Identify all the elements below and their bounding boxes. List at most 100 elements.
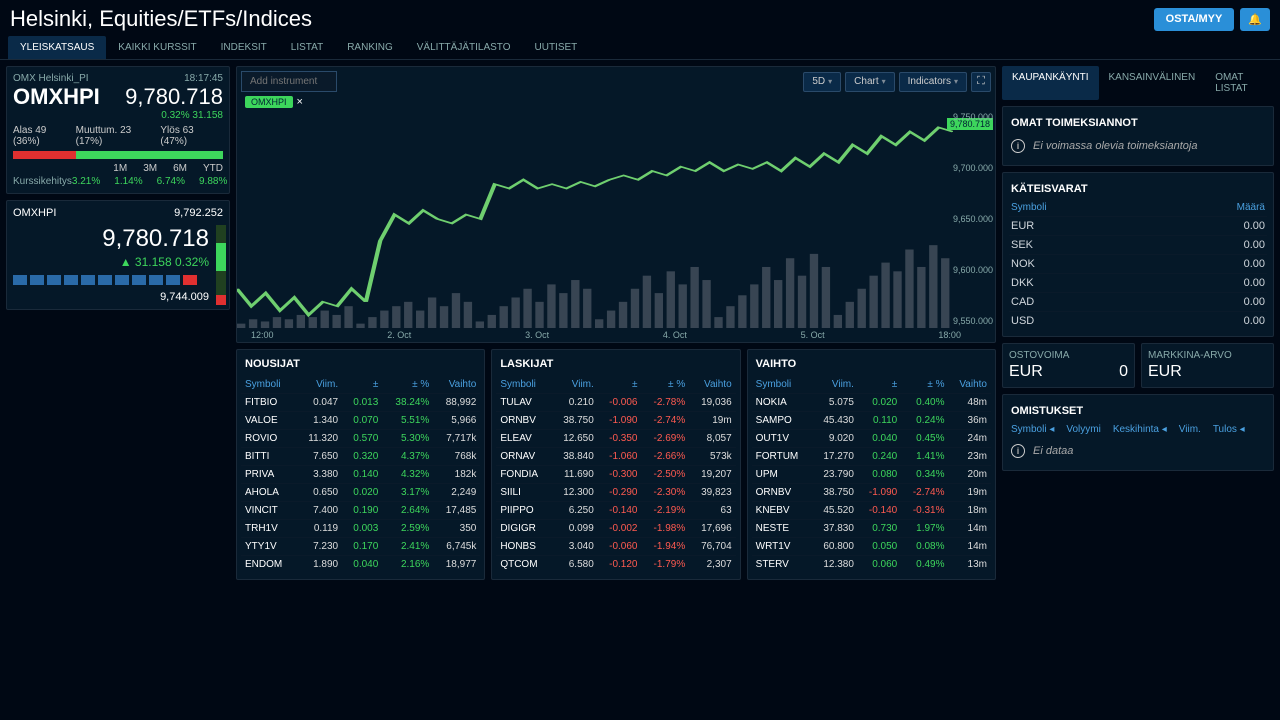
- col-header[interactable]: Vaihto: [433, 376, 480, 394]
- cash-row: EUR0.00: [1009, 216, 1267, 235]
- losers-table: SymboliViim.±± %VaihtoTULAV0.210-0.006-2…: [496, 376, 735, 573]
- table-row[interactable]: DIGIGR0.099-0.002-1.98%17,696: [496, 520, 735, 538]
- tab-ranking[interactable]: RANKING: [335, 36, 405, 59]
- holdings-col[interactable]: Symboli ◂: [1011, 424, 1054, 435]
- orders-empty: Ei voimassa olevia toimeksiantoja: [1033, 140, 1197, 152]
- add-instrument-input[interactable]: [241, 71, 337, 92]
- col-header[interactable]: ±: [858, 376, 901, 394]
- buying-power-ccy: EUR: [1009, 363, 1043, 381]
- period-3M[interactable]: 3M: [143, 163, 157, 174]
- table-row[interactable]: ORNBV38.750-1.090-2.74%19m: [496, 412, 735, 430]
- page-title: Helsinki, Equities/ETFs/Indices: [10, 6, 312, 32]
- table-row[interactable]: FITBIO0.0470.01338.24%88,992: [241, 394, 480, 412]
- table-row[interactable]: TRH1V0.1190.0032.59%350: [241, 520, 480, 538]
- col-header[interactable]: ±: [598, 376, 642, 394]
- table-row[interactable]: FORTUM17.2700.2401.41%23m: [752, 448, 991, 466]
- instrument-chip[interactable]: OMXHPI: [245, 96, 293, 108]
- table-row[interactable]: KNEBV45.520-0.140-0.31%18m: [752, 502, 991, 520]
- table-row[interactable]: ELEAV12.650-0.350-2.69%8,057: [496, 430, 735, 448]
- table-row[interactable]: PIIPPO6.250-0.140-2.19%63: [496, 502, 735, 520]
- top-bar: Helsinki, Equities/ETFs/Indices OSTA/MYY…: [0, 0, 1280, 36]
- table-row[interactable]: VALOE1.3400.0705.51%5,966: [241, 412, 480, 430]
- table-row[interactable]: YTY1V7.2300.1702.41%6,745k: [241, 538, 480, 556]
- cash-title: KÄTEISVARAT: [1009, 179, 1267, 199]
- index-subtitle: OMX Helsinki_PI: [13, 73, 89, 84]
- holdings-empty: Ei dataa: [1033, 445, 1073, 457]
- col-header[interactable]: ± %: [382, 376, 433, 394]
- col-header[interactable]: Vaihto: [689, 376, 735, 394]
- holdings-col[interactable]: Volyymi: [1066, 424, 1100, 435]
- table-row[interactable]: AHOLA0.6500.0203.17%2,249: [241, 484, 480, 502]
- volume-table: SymboliViim.±± %VaihtoNOKIA5.0750.0200.4…: [752, 376, 991, 573]
- col-header[interactable]: Viim.: [296, 376, 342, 394]
- tab-indeksit[interactable]: INDEKSIT: [209, 36, 279, 59]
- buy-sell-button[interactable]: OSTA/MYY: [1154, 8, 1235, 31]
- table-row[interactable]: STERV12.3800.0600.49%13m: [752, 556, 991, 574]
- tab-välittäjätilasto[interactable]: VÄLITTÄJÄTILASTO: [405, 36, 523, 59]
- gainers-panel: NOUSIJAT SymboliViim.±± %VaihtoFITBIO0.0…: [236, 349, 485, 580]
- col-header[interactable]: Symboli: [241, 376, 296, 394]
- advance-decline-bar: [13, 151, 223, 159]
- range-symbol: OMXHPI: [13, 207, 56, 219]
- chart-area[interactable]: 9,780.718 9,750.0009,700.0009,650.0009,6…: [237, 110, 995, 328]
- range-change: ▲ 31.158 0.32%: [13, 255, 223, 269]
- table-row[interactable]: TULAV0.210-0.006-2.78%19,036: [496, 394, 735, 412]
- tab-uutiset[interactable]: UUTISET: [523, 36, 590, 59]
- table-row[interactable]: VINCIT7.4000.1902.64%17,485: [241, 502, 480, 520]
- performance-label: Kurssikehitys: [13, 176, 72, 187]
- indicators-selector[interactable]: Indicators▾: [899, 72, 967, 92]
- col-header[interactable]: Viim.: [812, 376, 858, 394]
- col-header[interactable]: ± %: [642, 376, 690, 394]
- table-row[interactable]: SAMPO45.4300.1100.24%36m: [752, 412, 991, 430]
- table-row[interactable]: QTCOM6.580-0.120-1.79%2,307: [496, 556, 735, 574]
- buying-power-value: 0: [1119, 363, 1128, 381]
- table-row[interactable]: UPM23.7900.0800.34%20m: [752, 466, 991, 484]
- range-bar-current: [216, 243, 226, 271]
- range-bar-low: [216, 295, 226, 305]
- table-row[interactable]: SIILI12.300-0.290-2.30%39,823: [496, 484, 735, 502]
- tab-listat[interactable]: LISTAT: [279, 36, 335, 59]
- table-row[interactable]: HONBS3.040-0.060-1.94%76,704: [496, 538, 735, 556]
- col-header[interactable]: ±: [342, 376, 382, 394]
- cash-row: NOK0.00: [1009, 254, 1267, 273]
- col-header[interactable]: Symboli: [496, 376, 551, 394]
- table-row[interactable]: ORNAV38.840-1.060-2.66%573k: [496, 448, 735, 466]
- right-tab-1[interactable]: KANSAINVÄLINEN: [1099, 66, 1206, 100]
- right-tab-2[interactable]: OMAT LISTAT: [1205, 66, 1274, 100]
- col-header[interactable]: Vaihto: [949, 376, 991, 394]
- period-6M[interactable]: 6M: [173, 163, 187, 174]
- period-YTD[interactable]: YTD: [203, 163, 223, 174]
- cash-row: CAD0.00: [1009, 292, 1267, 311]
- holdings-col[interactable]: Keskihinta ◂: [1113, 424, 1167, 435]
- cash-col-symbol[interactable]: Symboli: [1011, 202, 1047, 213]
- table-row[interactable]: ORNBV38.750-1.090-2.74%19m: [752, 484, 991, 502]
- table-row[interactable]: BITTI7.6500.3204.37%768k: [241, 448, 480, 466]
- table-row[interactable]: FONDIA11.690-0.300-2.50%19,207: [496, 466, 735, 484]
- cash-panel: KÄTEISVARAT Symboli Määrä EUR0.00SEK0.00…: [1002, 172, 1274, 337]
- table-row[interactable]: WRT1V60.8000.0500.08%14m: [752, 538, 991, 556]
- right-tab-0[interactable]: KAUPANKÄYNTI: [1002, 66, 1099, 100]
- main-tabs: YLEISKATSAUSKAIKKI KURSSITINDEKSITLISTAT…: [0, 36, 1280, 60]
- notifications-button[interactable]: 🔔: [1240, 8, 1270, 31]
- col-header[interactable]: Symboli: [752, 376, 812, 394]
- remove-chip-icon[interactable]: ×: [297, 96, 303, 108]
- table-row[interactable]: PRIVA3.3800.1404.32%182k: [241, 466, 480, 484]
- range-selector[interactable]: 5D▾: [803, 72, 841, 92]
- table-row[interactable]: NESTE37.8300.7301.97%14m: [752, 520, 991, 538]
- table-row[interactable]: NOKIA5.0750.0200.40%48m: [752, 394, 991, 412]
- table-row[interactable]: OUT1V9.0200.0400.45%24m: [752, 430, 991, 448]
- losers-panel: LASKIJAT SymboliViim.±± %VaihtoTULAV0.21…: [491, 349, 740, 580]
- col-header[interactable]: ± %: [901, 376, 948, 394]
- chart-type-selector[interactable]: Chart▾: [845, 72, 894, 92]
- cash-col-amount[interactable]: Määrä: [1237, 202, 1265, 213]
- index-summary-panel: OMX Helsinki_PI 18:17:45 OMXHPI 9,780.71…: [6, 66, 230, 194]
- period-1M[interactable]: 1M: [113, 163, 127, 174]
- holdings-col[interactable]: Tulos ◂: [1213, 424, 1245, 435]
- tab-kaikki kurssit[interactable]: KAIKKI KURSSIT: [106, 36, 208, 59]
- tab-yleiskatsaus[interactable]: YLEISKATSAUS: [8, 36, 106, 59]
- table-row[interactable]: ROVIO11.3200.5705.30%7,717k: [241, 430, 480, 448]
- col-header[interactable]: Viim.: [551, 376, 597, 394]
- holdings-col[interactable]: Viim.: [1179, 424, 1201, 435]
- fullscreen-button[interactable]: ⛶: [971, 72, 991, 92]
- table-row[interactable]: ENDOM1.8900.0402.16%18,977: [241, 556, 480, 574]
